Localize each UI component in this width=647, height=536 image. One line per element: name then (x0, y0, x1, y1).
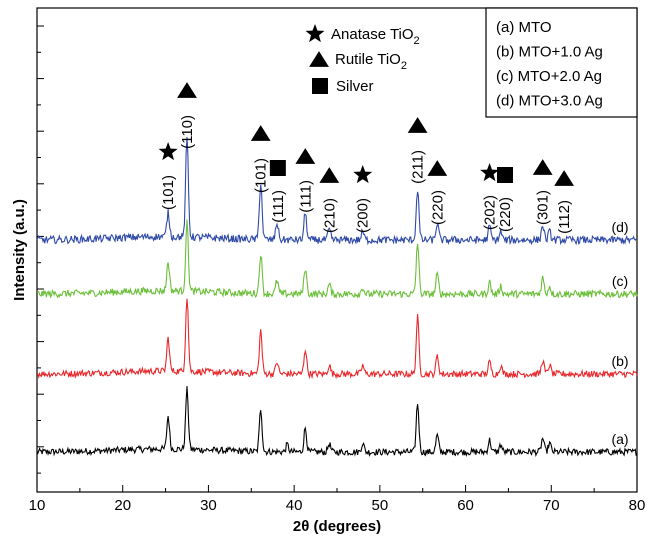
silver-square-icon (269, 160, 286, 176)
symbol-legend-text: Silver (336, 78, 374, 95)
y-axis (37, 25, 44, 474)
x-tick-label: 20 (114, 497, 131, 514)
x-tick-label: 70 (543, 497, 560, 514)
silver-square-icon (312, 78, 328, 94)
anatase-star-icon (480, 163, 500, 182)
anatase-star-icon (158, 142, 178, 161)
peak-label: (200) (355, 198, 372, 233)
rutile-triangle-icon (554, 170, 574, 186)
trace-label-b: (b) (611, 353, 628, 369)
anatase-star-icon (353, 165, 373, 184)
peak-label: (110) (179, 115, 196, 149)
rutile-triangle-icon (319, 167, 340, 183)
trace-label-c: (c) (612, 273, 628, 289)
peak-annotations: (101)(110)(101)(111) (111)(210) (200)(211)… (158, 82, 574, 234)
series-a-line (36, 386, 638, 458)
series-b-line (36, 298, 638, 380)
symbol-legend-text: Anatase TiO (331, 26, 414, 43)
symbol-legend-label: Rutile TiO2 (335, 51, 407, 72)
legend-frame (485, 7, 638, 118)
x-tick-label: 50 (372, 497, 389, 514)
x-tick-label: 10 (29, 497, 46, 514)
x-axis-title: 2θ (degrees) (293, 518, 381, 535)
series-c-line (36, 219, 638, 300)
anatase-star-icon (305, 24, 325, 43)
legend-entry: (a) MTO (496, 19, 552, 36)
peak-label: (111) (297, 180, 314, 213)
x-tick-label: 30 (200, 497, 217, 514)
silver-square-icon (497, 167, 513, 183)
legend-entry: (d) MTO+3.0 Ag (496, 93, 603, 110)
peak-label: (210) (321, 198, 338, 233)
peak-label: (111) (270, 190, 287, 223)
legend-box: (a) MTO (b) MTO+1.0 Ag (c) MTO+2.0 Ag (d) M… (485, 7, 638, 118)
symbol-legend-subscript: 2 (414, 35, 420, 47)
peak-label: (101) (160, 175, 177, 210)
peak-label: (220) (497, 197, 514, 232)
traces (36, 136, 638, 458)
symbol-legend-subscript: 2 (401, 60, 407, 72)
peak-label: (101) (253, 158, 270, 193)
trace-label-d: (d) (611, 219, 628, 235)
rutile-triangle-icon (407, 117, 428, 133)
rutile-triangle-icon (532, 159, 553, 175)
symbol-legend-label: Anatase TiO2 (331, 26, 420, 47)
rutile-triangle-icon (309, 51, 329, 67)
rutile-triangle-icon (427, 160, 448, 176)
legend-entry: (b) MTO+1.0 Ag (496, 44, 603, 61)
x-axis: 10 20 30 40 50 60 70 80 (29, 485, 646, 514)
x-tick-label: 40 (286, 497, 303, 514)
peak-label: (211) (410, 150, 427, 184)
y-axis-title: Intensity (a.u.) (11, 199, 28, 301)
peak-label: (220) (429, 190, 446, 225)
x-tick-label: 60 (457, 497, 474, 514)
peak-label: (112) (556, 200, 573, 234)
trace-label-a: (a) (611, 431, 628, 447)
legend-entry: (c) MTO+2.0 Ag (496, 68, 602, 85)
peak-label: (301) (535, 190, 552, 225)
peak-label: (202) (482, 195, 499, 230)
series-d-line (36, 136, 638, 246)
rutile-triangle-icon (295, 148, 316, 164)
symbol-legend-text: Rutile TiO (335, 51, 401, 68)
x-tick-label: 80 (629, 497, 646, 514)
rutile-triangle-icon (177, 82, 197, 98)
trace-labels: (d) (c) (b) (a) (611, 219, 628, 447)
rutile-triangle-icon (250, 125, 271, 141)
symbol-legend-label: Silver (336, 78, 374, 95)
